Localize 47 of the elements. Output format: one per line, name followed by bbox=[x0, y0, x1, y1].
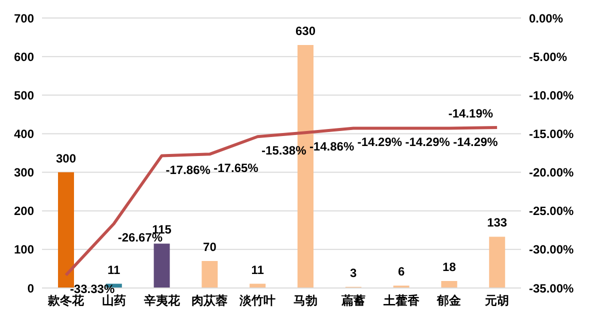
y-tick-label: 700 bbox=[14, 11, 34, 26]
y2-tick-label: -35.00% bbox=[529, 281, 574, 296]
y2-tick-label: -10.00% bbox=[529, 88, 574, 102]
data-label: 6 bbox=[398, 264, 405, 279]
data-label: -15.38% bbox=[262, 144, 307, 158]
y-tick-label: 0 bbox=[27, 281, 34, 296]
bar bbox=[202, 261, 218, 288]
bar bbox=[489, 236, 506, 288]
data-label: 11 bbox=[251, 262, 264, 277]
y2-tick-label: -20.00% bbox=[529, 166, 574, 180]
data-label: 630 bbox=[295, 24, 316, 38]
x-tick-label: 山药 bbox=[102, 294, 126, 308]
data-label: 18 bbox=[442, 260, 456, 274]
data-label: 133 bbox=[487, 216, 508, 230]
data-label: 70 bbox=[203, 240, 217, 254]
data-label: -17.65% bbox=[214, 161, 259, 176]
y-tick-label: 600 bbox=[14, 50, 34, 64]
x-tick-label: 萹蓄 bbox=[340, 294, 366, 308]
data-label: -14.29% bbox=[453, 135, 498, 150]
data-label: 300 bbox=[56, 151, 76, 166]
x-tick-label: 土藿香 bbox=[382, 294, 420, 308]
x-tick-label: 款冬花 bbox=[46, 294, 85, 308]
x-tick-label: 辛夷花 bbox=[142, 294, 181, 308]
x-tick-label: 郁金 bbox=[436, 294, 462, 308]
y-tick-label: 400 bbox=[14, 126, 34, 141]
y-tick-label: 500 bbox=[14, 88, 34, 102]
x-tick-label: 元胡 bbox=[484, 294, 510, 308]
y2-tick-label: 0.00% bbox=[529, 11, 564, 26]
data-label: -14.29% bbox=[405, 135, 450, 150]
data-label: 3 bbox=[350, 266, 358, 280]
y2-tick-label: -25.00% bbox=[529, 204, 574, 218]
x-tick-label: 肉苁蓉 bbox=[192, 294, 228, 308]
data-label: -14.29% bbox=[357, 135, 402, 150]
y-tick-label: 300 bbox=[14, 166, 34, 180]
x-tick-label: 马勃 bbox=[293, 294, 318, 308]
data-label: -14.86% bbox=[309, 140, 354, 154]
x-tick-label: 淡竹叶 bbox=[238, 294, 276, 308]
y-tick-label: 200 bbox=[14, 204, 34, 218]
y2-tick-label: -30.00% bbox=[529, 242, 574, 257]
y2-tick-label: -15.00% bbox=[529, 126, 574, 141]
data-label: -14.19% bbox=[448, 106, 494, 120]
data-label: -17.86% bbox=[166, 162, 211, 177]
bar bbox=[154, 244, 170, 288]
y-tick-label: 100 bbox=[14, 242, 34, 257]
data-label: 11 bbox=[108, 262, 121, 277]
bar bbox=[441, 281, 458, 288]
y2-tick-label: -5.00% bbox=[529, 50, 568, 64]
